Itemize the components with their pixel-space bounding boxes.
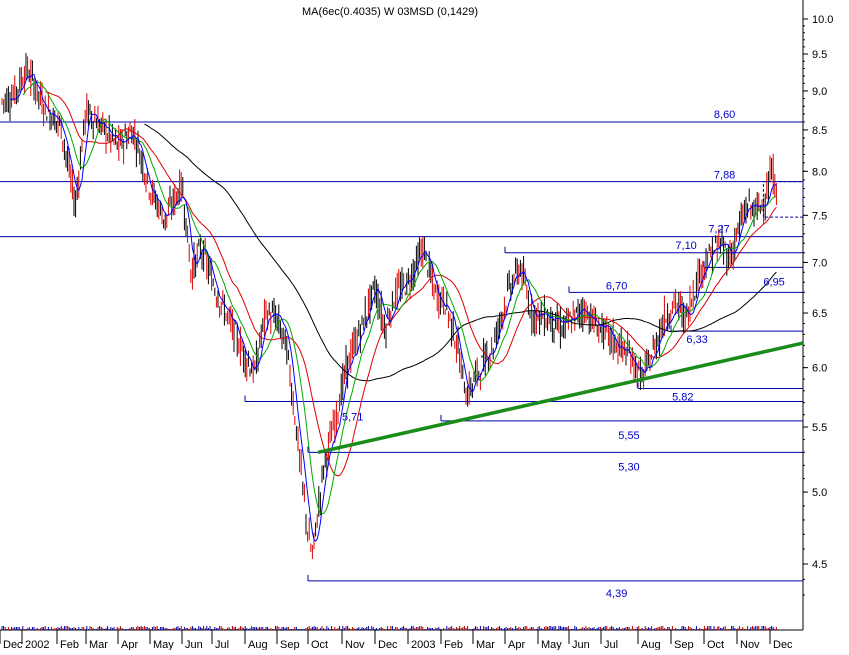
y-tick-label: 5.5 — [812, 422, 827, 434]
price-bars — [1, 53, 777, 559]
x-tick-label: Jun — [572, 639, 590, 650]
level-label: 7,27 — [708, 224, 729, 236]
x-tick-label: Nov — [345, 639, 365, 650]
moving-average-line — [9, 73, 777, 542]
x-tick-label: Oct — [707, 639, 724, 650]
level-label: 5,55 — [618, 430, 639, 442]
y-tick-label: 7.5 — [812, 210, 827, 222]
x-tick-label: Jul — [604, 639, 618, 650]
level-label: 5,82 — [672, 391, 693, 403]
x-tick-label: Dec — [378, 639, 398, 650]
y-tick-label: 10.0 — [812, 14, 833, 26]
x-tick-label: Jul — [215, 639, 229, 650]
x-tick-label: May — [153, 639, 174, 650]
x-tick-label: Nov — [740, 639, 760, 650]
y-tick-label: 5.0 — [812, 487, 827, 499]
x-tick-label: Aug — [248, 639, 268, 650]
volume-strip — [1, 626, 777, 630]
level-label: 7,88 — [714, 170, 735, 182]
x-tick-label: Apr — [508, 639, 525, 650]
level-label: 4,39 — [606, 588, 627, 600]
level-label: 6,70 — [606, 280, 627, 292]
y-tick-label: 7.0 — [812, 257, 827, 269]
x-tick-label: Dec — [3, 639, 23, 650]
support-trendline — [317, 341, 804, 455]
level-label: 6,95 — [763, 276, 784, 288]
level-label: 5,71 — [342, 411, 363, 423]
y-tick-label: 8.0 — [812, 166, 827, 178]
y-tick-label: 9.5 — [812, 49, 827, 61]
y-tick-label: 4.5 — [812, 559, 827, 571]
x-tick-label: 2002 — [25, 639, 49, 650]
level-label: 6,33 — [686, 334, 707, 346]
level-label: 7,10 — [675, 240, 696, 252]
y-tick-label: 6.5 — [812, 308, 827, 320]
y-tick-label: 6.0 — [812, 363, 827, 375]
x-tick-label: May — [541, 639, 562, 650]
y-tick-label: 8.5 — [812, 125, 827, 137]
x-tick-label: Feb — [444, 639, 463, 650]
x-tick-label: Sep — [674, 639, 694, 650]
level-label: 5,30 — [618, 461, 639, 473]
x-tick-label: Oct — [311, 639, 328, 650]
x-tick-label: Dec — [773, 639, 793, 650]
x-tick-label: Feb — [60, 639, 79, 650]
chart-title: MA(6ec(0.4035) W 03MSD (0,1429) — [302, 6, 478, 18]
x-tick-label: Jun — [185, 639, 203, 650]
x-tick-label: Aug — [641, 639, 661, 650]
highlight-box — [762, 181, 804, 218]
y-tick-label: 9.0 — [812, 86, 827, 98]
moving-average-line — [144, 123, 777, 382]
x-tick-label: Sep — [280, 639, 300, 650]
x-tick-label: 2003 — [411, 639, 435, 650]
x-tick-label: Apr — [121, 639, 138, 650]
x-tick-label: Mar — [89, 639, 108, 650]
x-tick-label: Mar — [476, 639, 495, 650]
level-label: 8,60 — [714, 109, 735, 121]
